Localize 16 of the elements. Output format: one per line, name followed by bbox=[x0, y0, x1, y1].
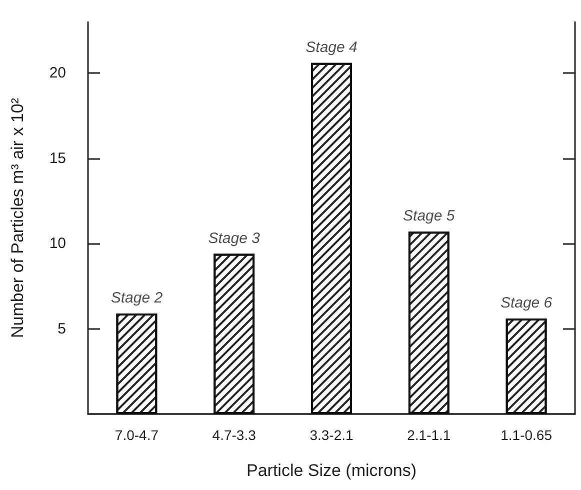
annotation: Stage 6 bbox=[500, 294, 553, 312]
annotation: Stage 3 bbox=[208, 230, 261, 247]
x-tick-label: 3.3-2.1 bbox=[310, 427, 354, 443]
annotation: Stage 4 bbox=[306, 38, 358, 56]
y-tick-label: 20 bbox=[49, 64, 66, 82]
x-tick-label: 2.1-1.1 bbox=[407, 427, 451, 443]
x-tick-label: 7.0-4.7 bbox=[114, 427, 159, 443]
x-tick-label: 1.1-0.65 bbox=[500, 427, 552, 443]
x-tick-label: 4.7-3.3 bbox=[212, 427, 256, 443]
annotation: Stage 5 bbox=[403, 208, 456, 225]
y-tick-label: 5 bbox=[58, 320, 66, 338]
y-tick-label: 10 bbox=[49, 235, 66, 252]
y-tick-label: 15 bbox=[49, 150, 66, 167]
y-axis-title: Number of Particles m³ air x 10² bbox=[8, 98, 27, 338]
annotation: Stage 2 bbox=[110, 289, 164, 306]
x-axis-title: Particle Size (microns) bbox=[246, 461, 417, 480]
